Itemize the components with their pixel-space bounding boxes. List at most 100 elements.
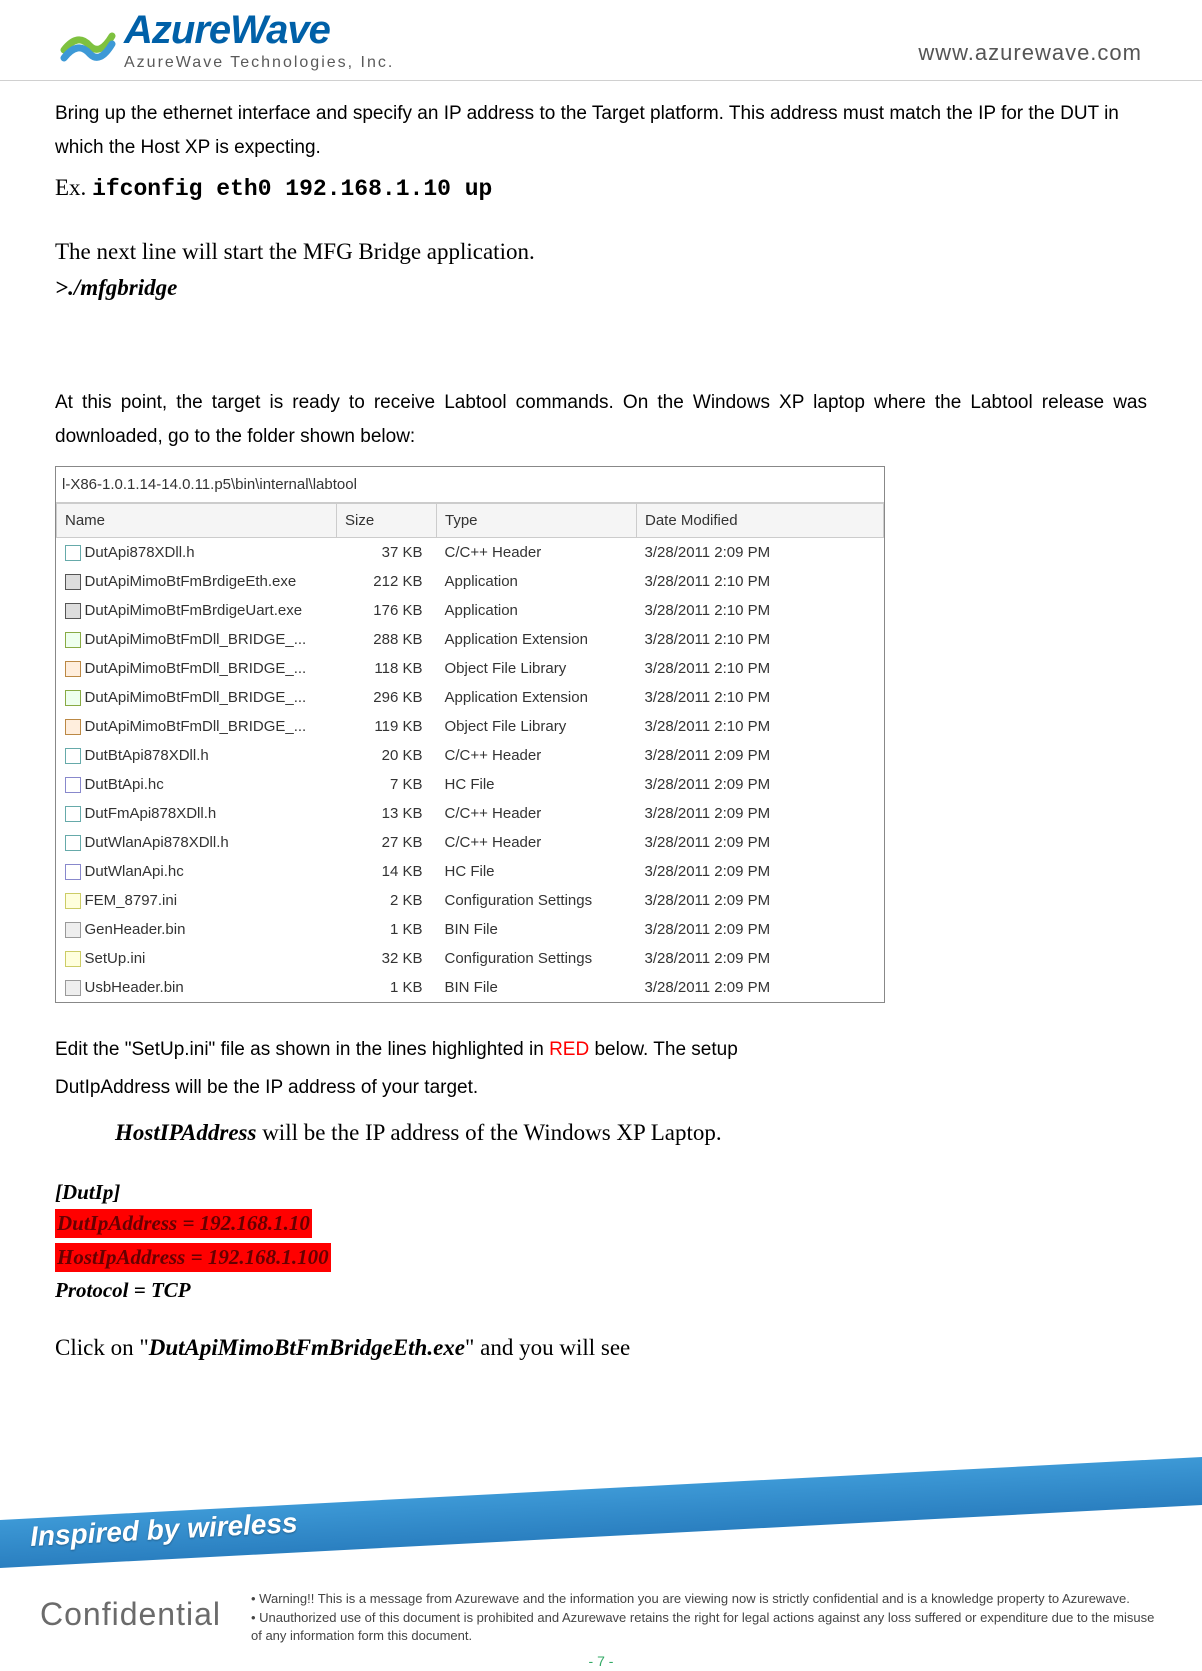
file-type: Application: [437, 596, 637, 625]
file-type: Application Extension: [437, 625, 637, 654]
file-size: 176 KB: [337, 596, 437, 625]
mfgbridge-cmd: >./mfgbridge: [55, 271, 1147, 306]
ini-dutip: DutIpAddress = 192.168.1.10: [55, 1209, 312, 1238]
col-name[interactable]: Name: [57, 504, 337, 538]
file-explorer-window: l-X86-1.0.1.14-14.0.11.p5\bin\internal\l…: [55, 466, 885, 1003]
file-date: 3/28/2011 2:10 PM: [637, 654, 884, 683]
table-row[interactable]: DutBtApi.hc 7 KBHC File3/28/2011 2:09 PM: [57, 770, 884, 799]
file-type: HC File: [437, 770, 637, 799]
paragraph-1: Bring up the ethernet interface and spec…: [55, 97, 1147, 165]
table-row[interactable]: DutBtApi878XDll.h20 KBC/C++ Header3/28/2…: [57, 741, 884, 770]
dll-file-icon: [65, 632, 81, 648]
table-row[interactable]: DutApiMimoBtFmDll_BRIDGE_... 288 KBApplic…: [57, 625, 884, 654]
table-row[interactable]: DutApi878XDll.h37 KBC/C++ Header3/28/201…: [57, 538, 884, 568]
footer-warn-2: Unauthorized use of this document is pro…: [251, 1609, 1162, 1645]
file-type: C/C++ Header: [437, 741, 637, 770]
file-name: DutWlanApi.hc: [85, 863, 184, 880]
file-size: 296 KB: [337, 683, 437, 712]
file-size: 1 KB: [337, 973, 437, 1002]
file-type: BIN File: [437, 915, 637, 944]
file-type: C/C++ Header: [437, 828, 637, 857]
file-size: 118 KB: [337, 654, 437, 683]
file-name: GenHeader.bin: [85, 921, 186, 938]
file-table: Name Size Type Date Modified DutApi878XD…: [56, 503, 884, 1002]
dll-file-icon: [65, 690, 81, 706]
file-name: DutFmApi878XDll.h: [85, 805, 217, 822]
h-file-icon: [65, 806, 81, 822]
click-post: " and you will see: [465, 1335, 630, 1360]
file-type: Object File Library: [437, 712, 637, 741]
file-date: 3/28/2011 2:10 PM: [637, 712, 884, 741]
file-date: 3/28/2011 2:09 PM: [637, 857, 884, 886]
h-file-icon: [65, 748, 81, 764]
lib-file-icon: [65, 719, 81, 735]
click-instruction: Click on "DutApiMimoBtFmBridgeEth.exe" a…: [55, 1331, 1147, 1366]
file-size: 13 KB: [337, 799, 437, 828]
hc-file-icon: [65, 777, 81, 793]
paragraph-4-line2: DutIpAddress will be the IP address of y…: [55, 1071, 1147, 1105]
table-row[interactable]: DutWlanApi.hc14 KBHC File3/28/2011 2:09 …: [57, 857, 884, 886]
table-row[interactable]: DutApiMimoBtFmBrdigeUart.exe176 KBApplic…: [57, 596, 884, 625]
file-size: 27 KB: [337, 828, 437, 857]
p4-a: Edit the "SetUp.ini" file as shown in th…: [55, 1039, 549, 1060]
ini-hostip: HostIpAddress = 192.168.1.100: [55, 1243, 331, 1272]
ini-section: [DutIp]: [55, 1178, 1147, 1207]
example-cmd: ifconfig eth0 192.168.1.10 up: [92, 176, 492, 202]
host-ip-bold: HostIPAddress: [115, 1120, 256, 1145]
file-size: 14 KB: [337, 857, 437, 886]
file-size: 7 KB: [337, 770, 437, 799]
ini-file-icon: [65, 893, 81, 909]
example-label: Ex.: [55, 175, 86, 200]
p4-b: below. The setup: [589, 1039, 738, 1060]
table-row[interactable]: DutApiMimoBtFmDll_BRIDGE_...296 KBApplic…: [57, 683, 884, 712]
paragraph-2: The next line will start the MFG Bridge …: [55, 235, 1147, 270]
exe-file-icon: [65, 574, 81, 590]
file-type: Configuration Settings: [437, 886, 637, 915]
table-header-row: Name Size Type Date Modified: [57, 504, 884, 538]
file-date: 3/28/2011 2:09 PM: [637, 886, 884, 915]
bin-file-icon: [65, 980, 81, 996]
file-type: C/C++ Header: [437, 799, 637, 828]
file-date: 3/28/2011 2:09 PM: [637, 973, 884, 1002]
table-row[interactable]: DutApiMimoBtFmBrdigeEth.exe212 KBApplica…: [57, 567, 884, 596]
table-row[interactable]: DutFmApi878XDll.h 13 KBC/C++ Header3/28/2…: [57, 799, 884, 828]
page-number: - 7 -: [0, 1653, 1202, 1671]
website-url: www.azurewave.com: [918, 40, 1142, 66]
table-row[interactable]: SetUp.ini32 KBConfiguration Settings3/28…: [57, 944, 884, 973]
file-date: 3/28/2011 2:10 PM: [637, 567, 884, 596]
file-date: 3/28/2011 2:10 PM: [637, 625, 884, 654]
file-date: 3/28/2011 2:09 PM: [637, 538, 884, 568]
file-name: DutBtApi.hc: [85, 776, 164, 793]
bin-file-icon: [65, 922, 81, 938]
file-type: Application: [437, 567, 637, 596]
p4-red: RED: [549, 1039, 589, 1060]
file-type: Object File Library: [437, 654, 637, 683]
file-date: 3/28/2011 2:09 PM: [637, 799, 884, 828]
click-pre: Click on ": [55, 1335, 149, 1360]
file-date: 3/28/2011 2:10 PM: [637, 683, 884, 712]
table-row[interactable]: GenHeader.bin1 KBBIN File3/28/2011 2:09 …: [57, 915, 884, 944]
logo-block: AzureWave AzureWave Technologies, Inc.: [60, 12, 394, 72]
file-name: DutBtApi878XDll.h: [85, 747, 209, 764]
document-content: Bring up the ethernet interface and spec…: [0, 81, 1202, 1366]
page-footer: Inspired by wireless Confidential Warnin…: [0, 1520, 1202, 1671]
logo-text: AzureWave: [124, 10, 394, 50]
file-name: DutApiMimoBtFmDll_BRIDGE_...: [85, 689, 307, 706]
exe-file-icon: [65, 603, 81, 619]
table-row[interactable]: FEM_8797.ini2 KBConfiguration Settings3/…: [57, 886, 884, 915]
table-row[interactable]: DutWlanApi878XDll.h27 KBC/C++ Header3/28…: [57, 828, 884, 857]
file-name: DutApiMimoBtFmDll_BRIDGE_...: [85, 718, 307, 735]
col-date[interactable]: Date Modified: [637, 504, 884, 538]
file-size: 288 KB: [337, 625, 437, 654]
file-size: 37 KB: [337, 538, 437, 568]
col-type[interactable]: Type: [437, 504, 637, 538]
col-size[interactable]: Size: [337, 504, 437, 538]
file-date: 3/28/2011 2:09 PM: [637, 770, 884, 799]
file-name: DutApiMimoBtFmDll_BRIDGE_...: [85, 631, 307, 648]
file-name: DutApiMimoBtFmBrdigeEth.exe: [85, 573, 297, 590]
table-row[interactable]: UsbHeader.bin1 KBBIN File3/28/2011 2:09 …: [57, 973, 884, 1002]
h-file-icon: [65, 835, 81, 851]
file-size: 20 KB: [337, 741, 437, 770]
table-row[interactable]: DutApiMimoBtFmDll_BRIDGE_...119 KBObject…: [57, 712, 884, 741]
table-row[interactable]: DutApiMimoBtFmDll_BRIDGE_...118 KBObject…: [57, 654, 884, 683]
